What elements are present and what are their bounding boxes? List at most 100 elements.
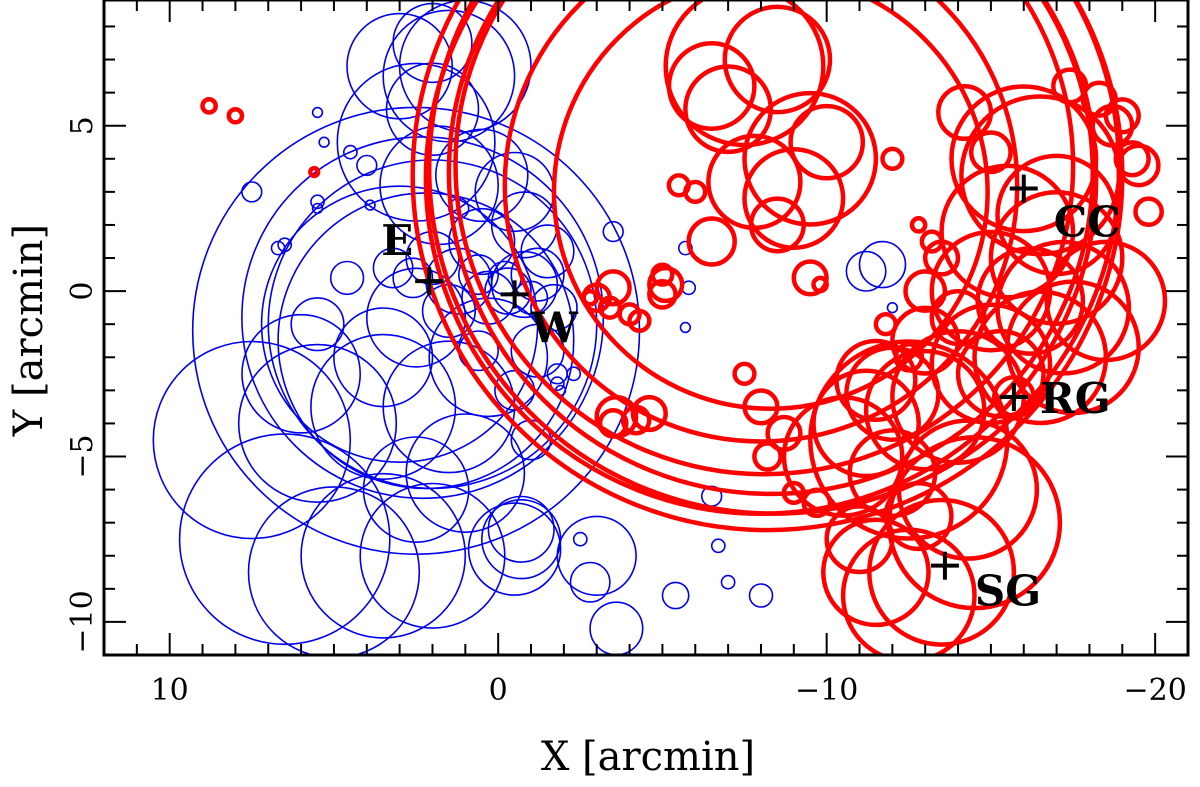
source-circle — [845, 250, 887, 292]
marker-label: SG — [975, 567, 1041, 616]
source-circle — [791, 259, 829, 297]
source-circle — [748, 196, 806, 254]
source-circle — [474, 151, 555, 233]
source-circle — [732, 361, 757, 386]
source-circle — [356, 154, 378, 177]
source-circle — [742, 90, 879, 227]
source-circle — [847, 428, 938, 519]
source-circle — [247, 486, 421, 655]
source-circle — [572, 531, 588, 547]
source-circle — [382, 9, 516, 143]
source-circle — [1103, 97, 1141, 135]
source-circle — [781, 395, 905, 518]
source-circle — [453, 0, 1076, 477]
source-circle — [270, 240, 286, 256]
source-circle — [329, 260, 365, 296]
source-circle — [949, 84, 1099, 234]
source-circle — [549, 376, 565, 392]
source-circle — [720, 574, 736, 590]
source-circle — [863, 348, 987, 472]
y-tick-label: 0 — [65, 282, 100, 301]
plot-frame — [102, 0, 1190, 657]
y-tick-label: −10 — [65, 590, 100, 653]
marker-w: W — [500, 280, 579, 352]
marker-label: CC — [1054, 198, 1121, 247]
source-circle — [581, 288, 600, 307]
data-circles — [152, 0, 1168, 655]
source-circle — [467, 502, 562, 596]
series-1 — [200, 0, 1168, 655]
marker-rg: RG — [999, 374, 1111, 423]
source-circle — [551, 0, 990, 411]
source-circle — [446, 0, 1095, 497]
marker-cc: CC — [1009, 174, 1121, 247]
source-circle — [241, 181, 263, 203]
source-circle — [1051, 67, 1089, 105]
source-circle — [647, 279, 678, 310]
source-circle — [226, 106, 245, 125]
source-circle — [988, 190, 1125, 326]
source-circle — [890, 305, 961, 376]
source-circle — [589, 601, 644, 655]
source-circle — [886, 302, 899, 314]
marker-e: E — [381, 216, 444, 296]
source-circle — [909, 216, 928, 234]
source-circle — [405, 413, 526, 533]
source-circle — [1090, 103, 1135, 148]
source-circle — [683, 179, 708, 205]
source-circle — [748, 583, 774, 608]
source-circle — [955, 328, 1046, 419]
source-circle — [502, 0, 1020, 444]
position-markers: E W CC RG SG — [381, 174, 1121, 616]
marker-label: E — [381, 216, 413, 265]
source-circle — [200, 97, 218, 115]
source-circle — [781, 480, 806, 506]
source-circle — [858, 240, 907, 289]
source-circle — [627, 308, 652, 334]
source-circle — [237, 343, 398, 503]
y-tick-label: −5 — [65, 434, 100, 478]
x-tick-label: −10 — [795, 673, 858, 708]
source-circle — [318, 136, 330, 148]
source-circle — [359, 482, 506, 629]
source-circle — [428, 297, 549, 418]
source-circle — [808, 339, 1010, 541]
source-circle — [647, 265, 685, 304]
marker-label: W — [530, 303, 579, 352]
source-circle — [333, 307, 434, 408]
source-circle — [893, 341, 925, 373]
source-circle — [939, 163, 1076, 300]
source-circle — [311, 202, 324, 215]
source-circle — [903, 269, 948, 314]
source-circle — [630, 394, 668, 433]
source-circle — [423, 0, 1099, 516]
source-circle — [487, 495, 555, 563]
source-circle — [594, 394, 639, 439]
source-circle — [448, 207, 516, 276]
source-circle — [308, 165, 321, 179]
source-circle — [362, 436, 470, 543]
source-circle — [683, 64, 774, 155]
source-circle — [178, 433, 391, 646]
y-axis-title: Y [arcmin] — [6, 224, 52, 437]
source-circle — [290, 297, 345, 352]
source-circle — [594, 269, 632, 307]
source-circle — [678, 240, 693, 256]
x-tick-label: 0 — [489, 673, 508, 708]
source-circle — [556, 515, 637, 596]
source-circle — [880, 146, 905, 171]
source-circle — [602, 220, 624, 243]
source-circle — [919, 229, 944, 254]
source-circle — [788, 103, 866, 181]
source-circle — [661, 581, 690, 610]
source-circle — [706, 133, 803, 231]
marker-label: RG — [1040, 374, 1111, 423]
source-circle — [811, 275, 829, 294]
source-circle — [821, 517, 931, 628]
source-circle — [364, 199, 376, 211]
source-circle — [241, 313, 361, 434]
x-tick-label: 10 — [151, 673, 189, 708]
source-circle — [959, 94, 1122, 257]
series-0 — [152, 0, 907, 655]
